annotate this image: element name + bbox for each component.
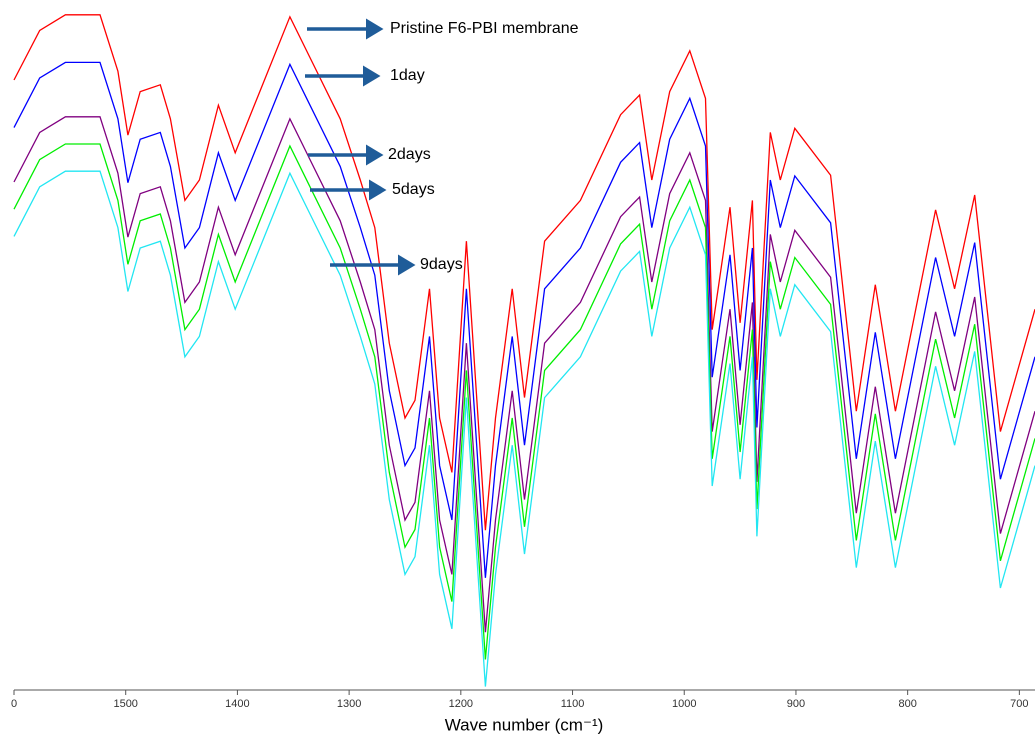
spectrum-line — [13, 14, 1035, 531]
annotation-label: 5days — [392, 181, 435, 198]
spectrum-line — [13, 143, 1035, 660]
x-tick-label: 900 — [787, 698, 805, 710]
spectrum-line — [13, 170, 1035, 687]
annotation-label: 2days — [388, 146, 431, 163]
x-tick-label: 1000 — [672, 698, 696, 710]
x-tick-label: 1200 — [449, 698, 473, 710]
annotation-label: 1day — [390, 67, 425, 84]
x-tick-label: 1400 — [225, 698, 249, 710]
spectrum-line — [13, 61, 1035, 578]
x-axis-label: Wave number (cm⁻¹) — [445, 715, 604, 734]
annotation-label: Pristine F6-PBI membrane — [390, 20, 579, 37]
x-tick-label: 1300 — [337, 698, 361, 710]
x-tick-label: 0 — [11, 698, 17, 710]
x-tick-label: 1500 — [113, 698, 137, 710]
x-tick-label: 1100 — [561, 698, 585, 710]
x-tick-label: 800 — [898, 698, 916, 710]
annotation-label: 9days — [420, 256, 463, 273]
x-tick-label: 700 — [1010, 698, 1028, 710]
spectrum-line — [13, 116, 1035, 633]
